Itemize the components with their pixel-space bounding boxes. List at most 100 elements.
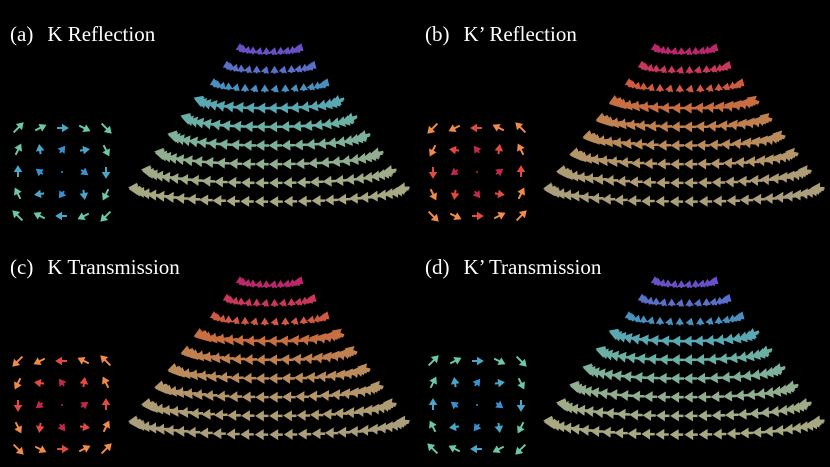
arrow [450,377,460,388]
arrow [683,391,698,403]
arrow [639,315,648,324]
arrow [711,176,726,188]
arrow [270,298,279,307]
arrow [100,355,112,367]
arrow [651,64,661,73]
arrow [254,47,263,55]
panel-label: (b) [425,22,450,46]
arrow [684,196,698,208]
arrow [656,158,671,170]
arrow [186,193,201,205]
arrow [726,428,741,440]
arrow [473,145,482,154]
arrow [734,156,749,168]
arrow [515,355,527,367]
arrow [622,138,636,150]
arrow [396,182,410,194]
arrow [268,139,283,152]
grid-dot [476,171,478,173]
arrow [670,158,684,170]
arrow [101,398,111,410]
arrow [448,124,461,132]
arrow [214,176,228,188]
arrow [231,316,240,325]
arrow [218,371,232,383]
arrow [714,316,724,325]
arrow [55,211,67,221]
arrow [495,400,504,409]
arrow [255,158,269,170]
arrow [268,373,282,385]
arrow [697,279,706,288]
arrow [268,121,282,133]
arrow [242,45,252,54]
arrow [696,139,710,151]
arrow [705,84,714,92]
arrow [311,428,326,440]
arrow [226,195,240,207]
arrow [495,168,504,177]
arrow [269,429,283,441]
arrow [726,195,741,207]
arrow [450,401,459,410]
arrow [199,427,213,439]
arrow [289,335,304,347]
arrow [710,276,719,285]
arrow [428,167,438,179]
arrow [254,280,263,288]
arrow [657,45,667,54]
arrow [269,410,283,422]
arrow [100,122,112,134]
arrow [283,177,297,189]
arrow [752,426,766,438]
arrow [785,147,799,159]
arrow [657,372,672,384]
panel: (d) K’ Transmission [425,255,825,455]
arrow [79,422,90,432]
arrow [669,47,678,55]
arrow [334,407,348,419]
arrow [612,137,626,149]
arrow [684,410,698,422]
arrow [685,84,694,93]
arrow [240,428,254,440]
arrow [759,345,773,357]
arrow [213,80,223,89]
arrow [614,194,628,206]
arrow [309,176,324,188]
arrow [449,422,460,432]
arrow [601,193,616,205]
arrow [642,176,656,188]
arrow [58,378,67,387]
arrow [669,429,684,441]
arrow [472,211,484,221]
arrow [337,426,351,438]
arrow [303,353,317,365]
arrow [248,46,258,55]
arrow [494,422,504,433]
arrow [321,78,330,87]
arrow [712,195,727,207]
arrow [631,390,645,402]
arrow [427,443,439,455]
arrow [698,410,712,422]
arrow [383,164,397,176]
arrow [720,139,735,150]
arrow [492,124,505,132]
arrow [629,409,643,421]
arrow [684,177,698,189]
arrow [664,317,674,326]
arrow [296,176,311,188]
arrow [639,101,653,113]
grid-dot [61,404,63,406]
arrow [811,182,825,194]
arrow [718,120,732,132]
arrow [197,370,211,382]
arrow [34,445,47,453]
arrow [249,84,259,93]
arrow [213,313,223,322]
arrow [627,428,641,440]
arrow [683,354,697,366]
arrow [34,378,45,388]
arrow [255,177,269,189]
